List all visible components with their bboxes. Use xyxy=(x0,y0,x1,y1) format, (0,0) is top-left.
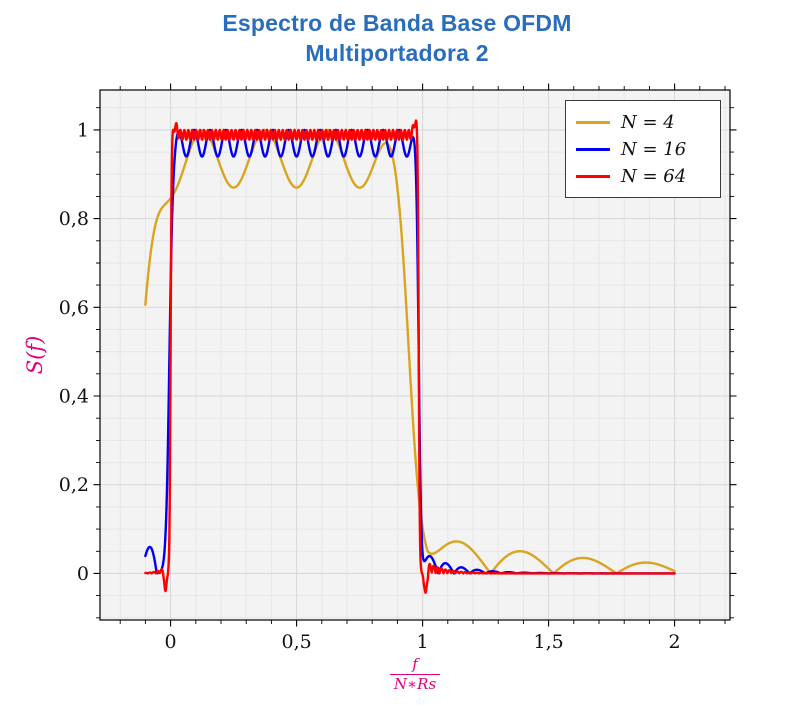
x-tick-label: 2 xyxy=(669,631,681,653)
x-tick-label: 0,5 xyxy=(281,631,311,653)
x-tick-label: 1 xyxy=(417,631,429,653)
x-tick-labels: 0 0,5 1 1,5 2 xyxy=(165,631,681,653)
plot-frame xyxy=(99,89,731,621)
tick-marks-minor xyxy=(96,86,734,624)
legend-item-n-64: N = 64 xyxy=(576,163,710,189)
x-tick-label: 1,5 xyxy=(533,631,563,653)
y-tick-label: 0,8 xyxy=(59,208,89,230)
legend-line-sample xyxy=(576,147,610,151)
legend: N = 4 N = 16 N = 64 xyxy=(565,100,721,198)
fraction-bar xyxy=(389,674,441,675)
series-line-n-64 xyxy=(144,119,676,594)
legend-item-label: N = 64 xyxy=(621,165,687,187)
series-line-n-4 xyxy=(144,128,676,575)
chart-title-line1: Espectro de Banda Base OFDM xyxy=(222,10,572,36)
legend-item-n-4: N = 4 xyxy=(576,109,710,135)
legend-item-label: N = 4 xyxy=(621,111,675,133)
x-axis-label: f N∗Rs xyxy=(389,655,441,693)
y-tick-labels: 0 0,2 0,4 0,6 0,8 1 xyxy=(59,119,89,585)
series-group xyxy=(144,119,676,594)
chart-title: Espectro de Banda Base OFDM Multiportado… xyxy=(0,8,794,68)
chart-title-line2: Multiportadora 2 xyxy=(305,40,489,66)
x-axis-label-denominator: N∗Rs xyxy=(393,675,437,693)
y-tick-label: 0,4 xyxy=(59,386,89,408)
y-tick-label: 0 xyxy=(77,563,89,585)
tick-marks-major xyxy=(93,83,737,627)
y-tick-label: 1 xyxy=(77,119,89,141)
y-tick-label: 0,6 xyxy=(59,297,89,319)
y-tick-label: 0,2 xyxy=(59,474,89,496)
legend-line-sample xyxy=(576,120,610,124)
legend-line-sample xyxy=(576,174,610,178)
legend-item-n-16: N = 16 xyxy=(576,136,710,162)
legend-item-label: N = 16 xyxy=(621,138,687,160)
x-axis-label-numerator: f xyxy=(412,655,418,673)
x-tick-label: 0 xyxy=(165,631,177,653)
y-axis-label: S(f) xyxy=(23,335,47,375)
